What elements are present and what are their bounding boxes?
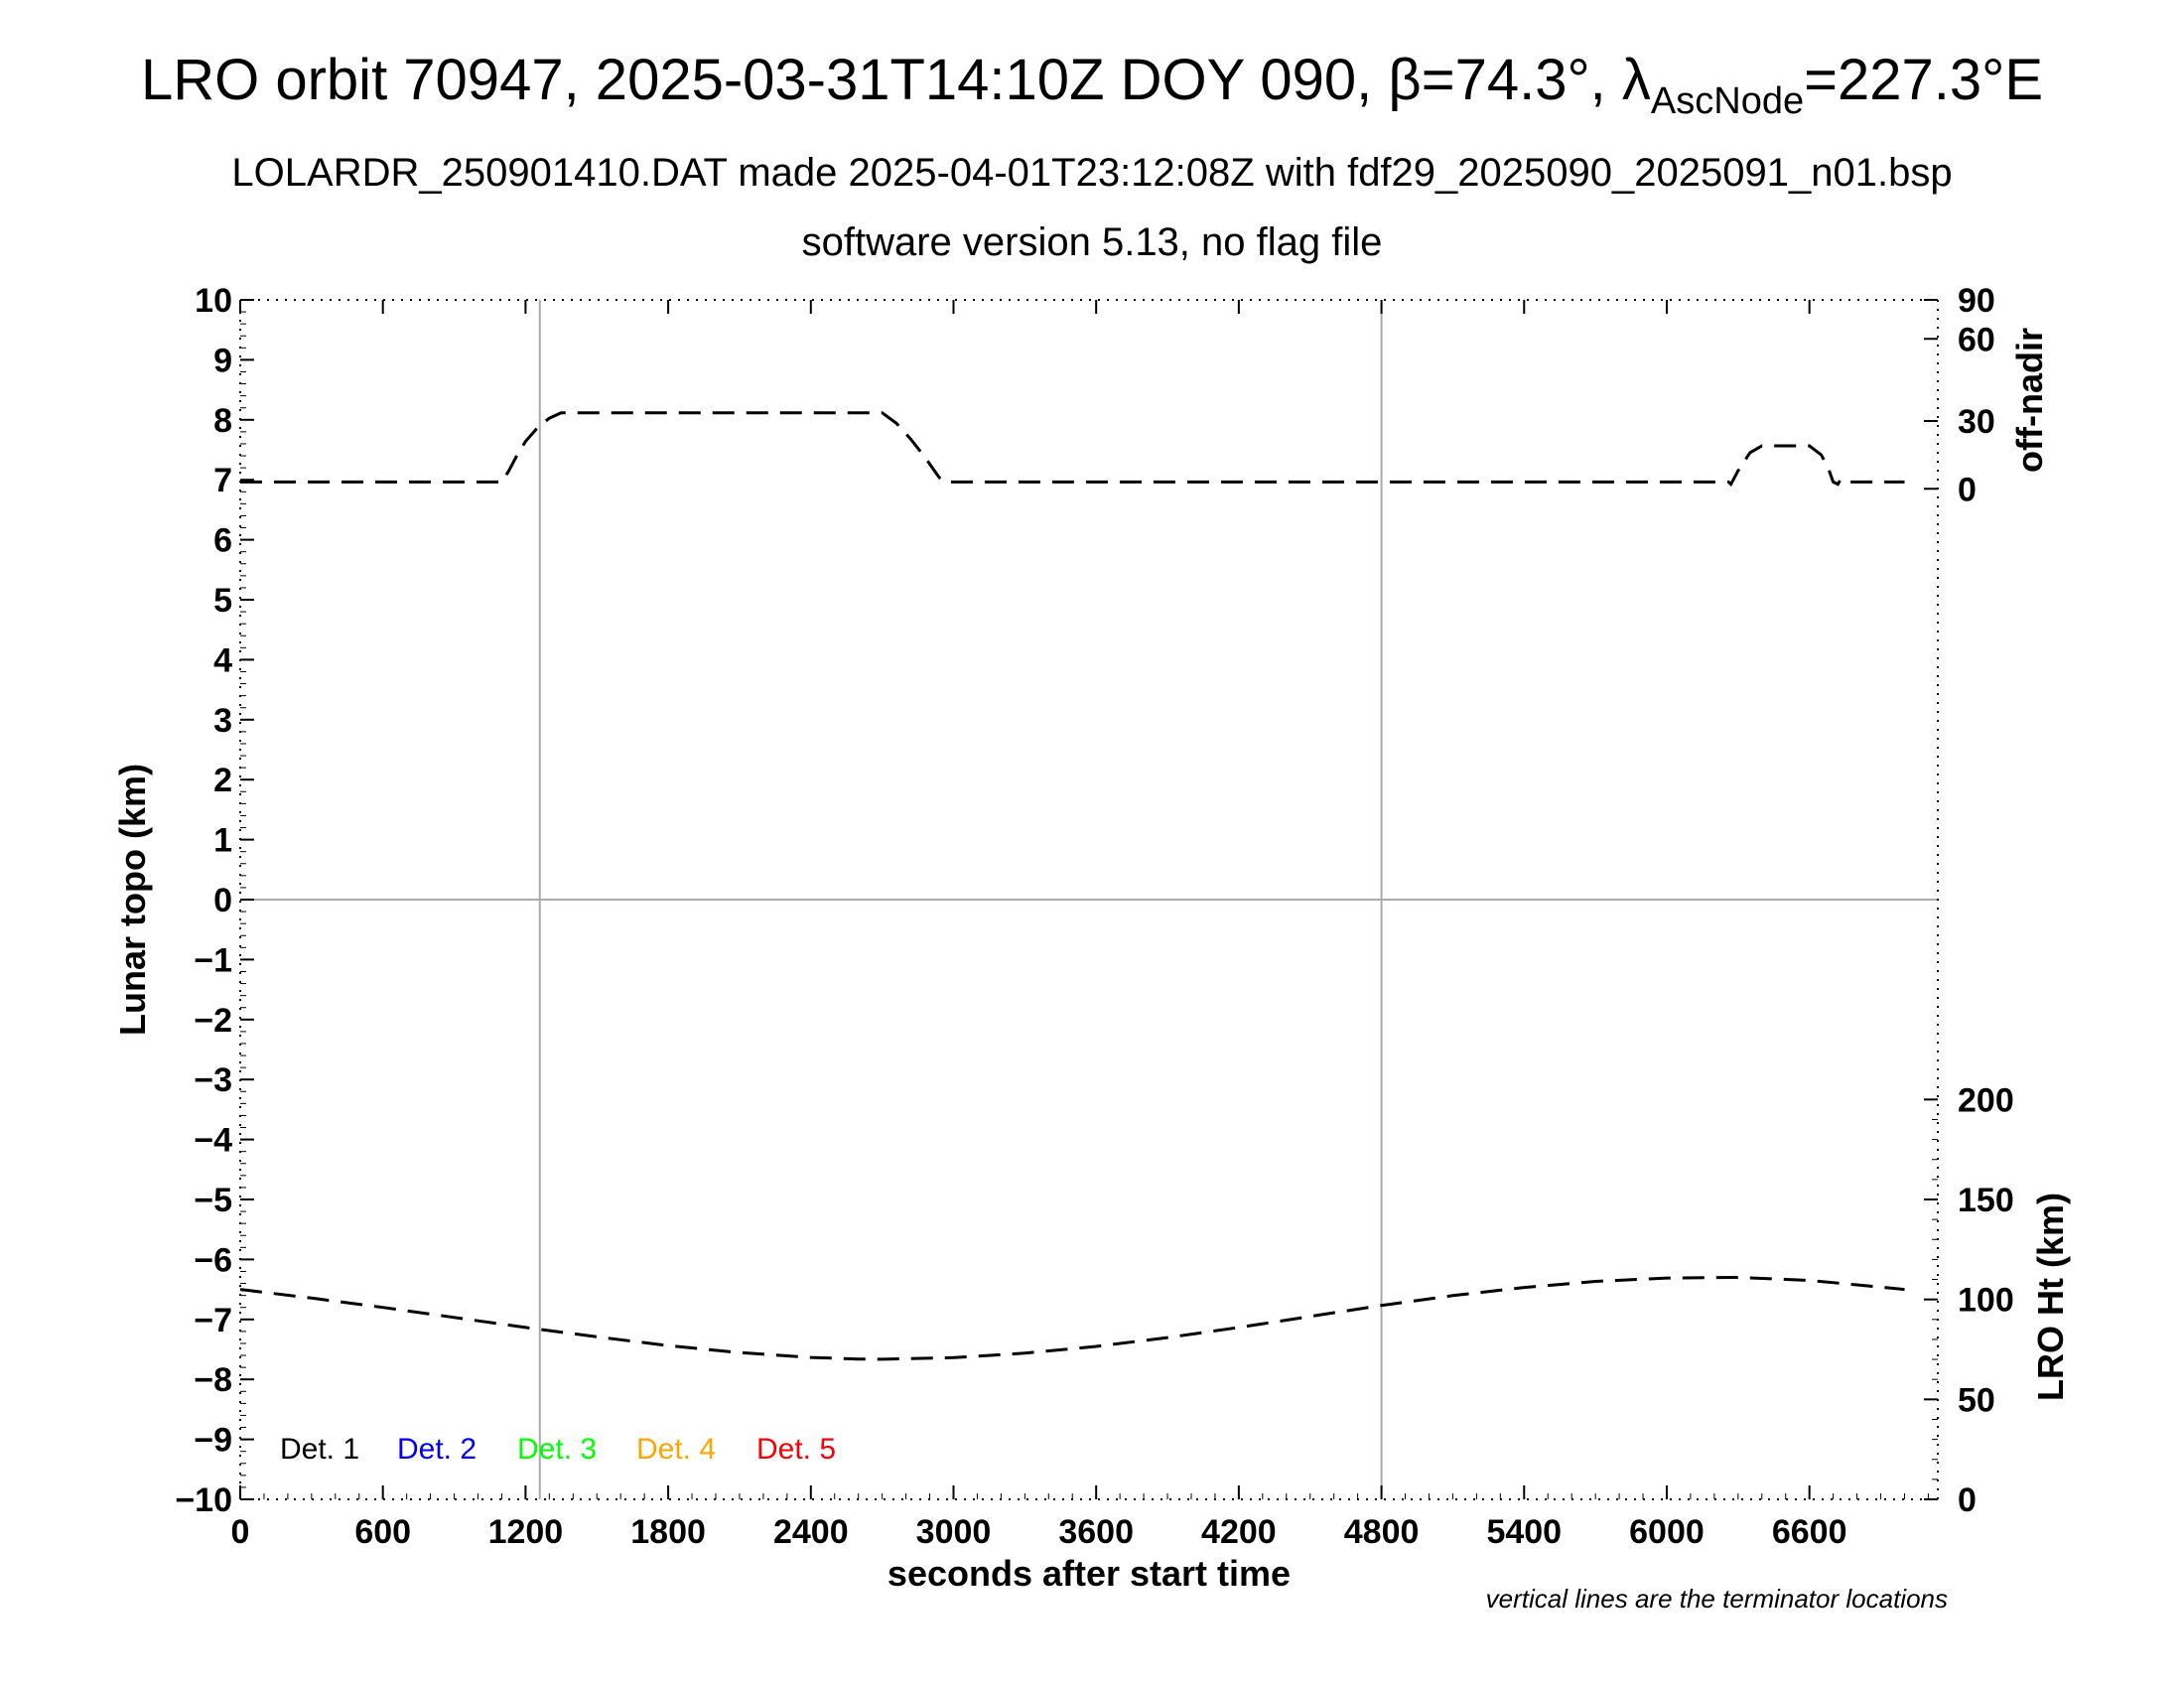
legend-item-det-4: Det. 4 xyxy=(636,1433,716,1466)
title-prefix: LRO orbit 70947, 2025-03-31T14:10Z DOY 0… xyxy=(141,48,1651,112)
legend-item-det-5: Det. 5 xyxy=(756,1433,836,1466)
chart-subtitle-1: LOLARDR_250901410.DAT made 2025-04-01T23… xyxy=(231,151,1952,195)
terminator-note: vertical lines are the terminator locati… xyxy=(1486,1584,1948,1614)
y-tick-label: 5 xyxy=(213,582,232,620)
y-tick-label: 6 xyxy=(213,522,232,560)
x-tick-label: 4800 xyxy=(1344,1513,1420,1551)
off-nadir-tick-label: 90 xyxy=(1958,282,1995,320)
right-top-axis-label: off-nadir xyxy=(2009,328,2050,473)
off-nadir-tick-label: 0 xyxy=(1958,471,1977,508)
off-nadir-line xyxy=(240,411,1905,488)
y-tick-label: 8 xyxy=(213,402,232,440)
legend-item-det-2: Det. 2 xyxy=(397,1433,477,1466)
y-tick-label: −1 xyxy=(194,941,232,979)
off-nadir-tick-label: 30 xyxy=(1958,403,1995,441)
y-tick-label: −9 xyxy=(194,1422,232,1460)
lro-ht-tick-label: 0 xyxy=(1958,1481,1977,1519)
series-layer xyxy=(239,411,1905,1361)
right-bottom-axis-label: LRO Ht (km) xyxy=(2030,1193,2071,1401)
x-tick-label: 6600 xyxy=(1772,1513,1847,1551)
y-tick-label: −10 xyxy=(175,1481,232,1519)
x-tick-label: 3600 xyxy=(1058,1513,1134,1551)
x-tick-label: 2400 xyxy=(773,1513,849,1551)
lro-ht-tick-label: 200 xyxy=(1958,1081,2014,1119)
y-tick-label: 3 xyxy=(213,702,232,740)
y-tick-label: −7 xyxy=(194,1302,232,1339)
y-tick-label: −8 xyxy=(194,1361,232,1399)
title-suffix: =227.3°E xyxy=(1804,48,2043,112)
chart-subtitle-2: software version 5.13, no flag file xyxy=(802,220,1383,264)
y-tick-label: 7 xyxy=(213,462,232,499)
y-tick-label: 1 xyxy=(213,822,232,860)
y-tick-label: 2 xyxy=(213,762,232,799)
x-tick-label: 6000 xyxy=(1629,1513,1705,1551)
y-tick-label: 4 xyxy=(213,641,232,679)
lro-ht-tick-label: 150 xyxy=(1958,1182,2014,1219)
y-tick-label: −4 xyxy=(194,1122,232,1160)
lro-height-line xyxy=(239,1275,1905,1361)
legend-item-det-1: Det. 1 xyxy=(280,1433,359,1466)
legend-item-det-3: Det. 3 xyxy=(517,1433,597,1466)
ticks-layer xyxy=(239,299,1938,1500)
y-tick-label: −5 xyxy=(194,1182,232,1219)
y-axis-label: Lunar topo (km) xyxy=(112,764,153,1036)
lro-ht-tick-label: 100 xyxy=(1958,1282,2014,1320)
x-tick-label: 3000 xyxy=(916,1513,992,1551)
off-nadir-tick-label: 60 xyxy=(1958,321,1995,358)
x-tick-label: 0 xyxy=(231,1513,250,1551)
lro-ht-tick-label: 50 xyxy=(1958,1381,1995,1419)
x-axis-label: seconds after start time xyxy=(887,1553,1291,1594)
x-tick-label: 600 xyxy=(354,1513,411,1551)
x-tick-label: 1200 xyxy=(488,1513,564,1551)
y-tick-label: −3 xyxy=(194,1061,232,1099)
chart-title: LRO orbit 70947, 2025-03-31T14:10Z DOY 0… xyxy=(141,48,2043,122)
grid-layer xyxy=(240,300,1938,1499)
y-tick-label: 0 xyxy=(213,882,232,919)
y-tick-label: −6 xyxy=(194,1241,232,1279)
y-tick-label: 9 xyxy=(213,342,232,379)
x-tick-label: 1800 xyxy=(630,1513,706,1551)
y-tick-label: −2 xyxy=(194,1002,232,1040)
legend: Det. 1 Det. 2 Det. 3 Det. 4 Det. 5 xyxy=(280,1433,836,1466)
plot-frame xyxy=(239,299,1939,1500)
x-tick-label: 4200 xyxy=(1201,1513,1277,1551)
y-tick-label: 10 xyxy=(195,282,232,320)
title-subscript: AscNode xyxy=(1651,80,1804,122)
x-tick-label: 5400 xyxy=(1486,1513,1562,1551)
